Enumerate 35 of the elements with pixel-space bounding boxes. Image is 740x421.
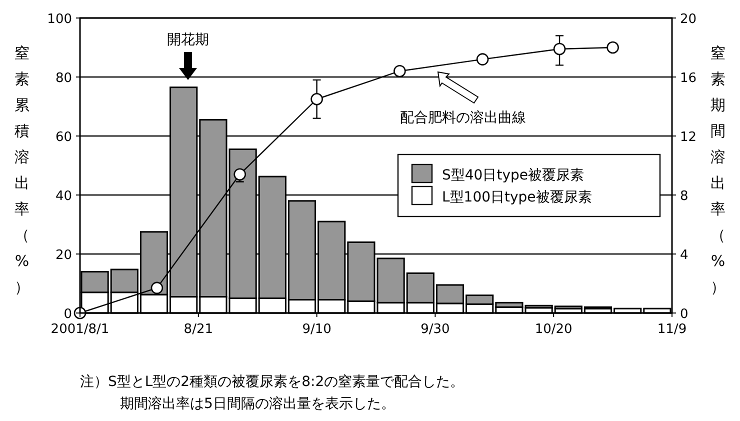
point <box>394 64 406 78</box>
point <box>606 41 619 54</box>
point <box>553 42 566 56</box>
y2-tick-label: 8 <box>680 189 688 204</box>
text: 窒素累積溶出率（%） <box>14 44 30 296</box>
annotation: 配合肥料の溶出曲線 <box>400 71 526 126</box>
legend-label: L型100日type被覆尿素 <box>442 190 592 206</box>
x-tick-label: 9/10 <box>302 322 332 337</box>
point <box>150 282 164 294</box>
annotation: 配合肥料の溶出曲線 <box>400 110 526 126</box>
x-tick-label: 2001/8/1 <box>50 322 110 337</box>
text: 窒素期間溶出率（%） <box>710 44 726 296</box>
annotation: 開花期 <box>167 32 209 80</box>
y-tick-label: 40 <box>55 189 72 204</box>
y-tick-label: 100 <box>47 12 72 27</box>
y-tick-label: 60 <box>55 130 72 145</box>
x-tick-label: 9/30 <box>420 322 450 337</box>
text: 注）S型とL型の2種類の被覆尿素を8:2の窒素量で配合した。 <box>80 374 464 390</box>
text: 期間溶出率は5日間隔の溶出量を表示した。 <box>120 396 395 412</box>
y2-tick-label: 20 <box>680 12 697 27</box>
point <box>310 92 323 106</box>
y2-tick-label: 12 <box>680 130 697 145</box>
y-tick-label: 80 <box>55 71 72 86</box>
point <box>234 168 246 180</box>
y-tick-label: 0 <box>64 307 72 322</box>
y2-tick-label: 16 <box>680 71 697 86</box>
x-tick-label: 10/20 <box>534 322 572 337</box>
y2-tick-label: 4 <box>680 248 688 263</box>
legend-label: S型40日type被覆尿素 <box>442 168 584 184</box>
x-tick-label: 11/9 <box>657 322 687 337</box>
point <box>476 53 489 66</box>
y-tick-label: 20 <box>55 248 72 263</box>
y2-tick-label: 0 <box>680 307 688 322</box>
x-tick-label: 8/21 <box>184 322 213 337</box>
annotation: 開花期 <box>167 32 209 48</box>
